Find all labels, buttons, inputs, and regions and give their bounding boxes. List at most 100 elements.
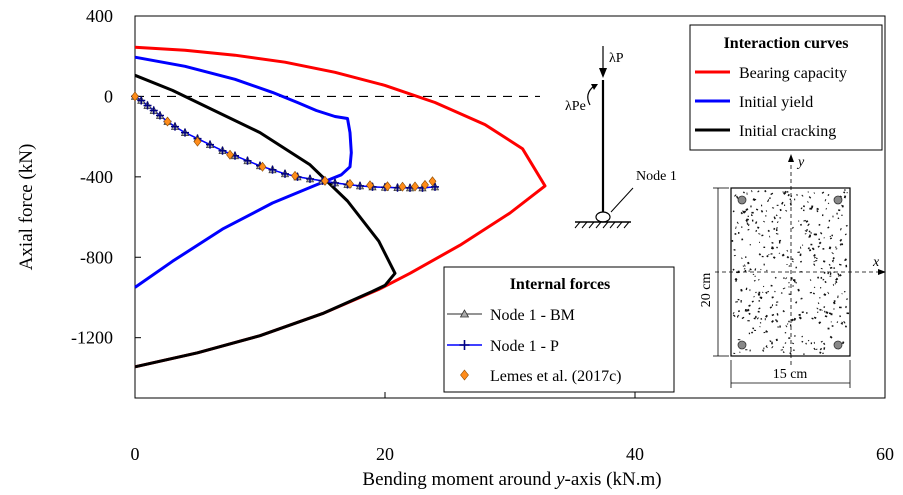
aggregate-speck [840, 322, 844, 325]
aggregate-speck [823, 342, 826, 346]
aggregate-speck [739, 351, 741, 353]
x-tick-label: 20 [376, 444, 394, 464]
aggregate-speck [742, 191, 745, 194]
aggregate-speck [835, 246, 837, 248]
aggregate-speck [823, 347, 826, 350]
aggregate-speck [775, 214, 778, 217]
legend-internal-forces: Internal forces Node 1 - BM Node 1 - P L… [443, 266, 675, 393]
y-axis-arrow-icon [788, 154, 794, 162]
aggregate-speck [741, 226, 743, 228]
aggregate-speck [770, 284, 773, 287]
triangle-marker-icon [459, 309, 470, 318]
aggregate-speck [838, 263, 842, 266]
aggregate-speck [749, 243, 752, 246]
data-point-lemes [366, 180, 374, 191]
aggregate-speck [751, 190, 753, 193]
aggregate-speck [748, 304, 751, 307]
aggregate-speck [732, 210, 735, 213]
legend-label-p: Node 1 - P [490, 338, 559, 355]
aggregate-speck [844, 258, 847, 261]
aggregate-speck [799, 223, 803, 226]
aggregate-speck [819, 351, 822, 354]
aggregate-speck [794, 335, 796, 337]
data-point-p [181, 128, 189, 137]
aggregate-speck [750, 331, 754, 334]
aggregate-speck [750, 214, 753, 217]
aggregate-speck [767, 229, 770, 233]
aggregate-speck [823, 237, 825, 239]
legend-label-bearing: Bearing capacity [739, 65, 847, 82]
aggregate-speck [813, 260, 815, 263]
data-point-p [243, 156, 252, 165]
aggregate-speck [778, 239, 782, 242]
aggregate-speck [765, 345, 768, 349]
aggregate-speck [832, 283, 835, 286]
aggregate-speck [746, 308, 750, 312]
aggregate-speck [770, 253, 773, 255]
aggregate-speck [735, 280, 737, 282]
y-tick-label: 0 [104, 86, 113, 106]
aggregate-speck [747, 320, 750, 322]
aggregate-speck [846, 312, 850, 315]
aggregate-speck [817, 311, 819, 314]
aggregate-speck [827, 193, 830, 197]
aggregate-speck [829, 335, 833, 339]
aggregate-speck [844, 189, 846, 191]
y-tick-label: -1200 [71, 328, 113, 348]
rebar-icon [737, 195, 747, 205]
aggregate-speck [775, 304, 778, 306]
rebar-icon [833, 340, 843, 350]
aggregate-speck [829, 275, 832, 277]
aggregate-speck [757, 310, 760, 313]
aggregate-speck [786, 249, 789, 252]
aggregate-speck [835, 280, 838, 284]
aggregate-speck [786, 255, 790, 259]
aggregate-speck [743, 267, 746, 270]
aggregate-speck [797, 251, 801, 253]
aggregate-speck [759, 326, 761, 328]
data-point-lemes [421, 179, 429, 190]
section-outline [730, 187, 851, 357]
aggregate-speck [774, 276, 777, 279]
aggregate-speck [753, 329, 757, 332]
concrete-aggregate-texture [731, 189, 850, 355]
aggregate-speck [841, 243, 844, 246]
node-support-icon [595, 211, 611, 223]
aggregate-speck [775, 319, 778, 321]
aggregate-speck [771, 319, 774, 323]
aggregate-speck [782, 310, 785, 313]
aggregate-speck [782, 351, 785, 354]
aggregate-speck [766, 269, 768, 272]
aggregate-speck [820, 340, 823, 343]
aggregate-speck [832, 256, 835, 260]
aggregate-speck [808, 230, 811, 233]
aggregate-speck [761, 255, 764, 258]
aggregate-speck [772, 256, 776, 259]
aggregate-speck [758, 300, 761, 302]
aggregate-speck [841, 321, 844, 324]
aggregate-speck [771, 313, 775, 317]
aggregate-speck [807, 191, 809, 193]
aggregate-speck [841, 341, 845, 345]
aggregate-speck [803, 219, 806, 222]
aggregate-speck [746, 218, 749, 221]
legend-label-bm: Node 1 - BM [490, 307, 575, 324]
aggregate-speck [775, 233, 779, 235]
aggregate-speck [845, 224, 848, 227]
aggregate-speck [805, 342, 807, 345]
aggregate-speck [835, 248, 838, 250]
aggregate-speck [828, 263, 831, 266]
aggregate-speck [813, 192, 816, 194]
y-axis-label: Axial force (kN) [16, 144, 37, 271]
aggregate-speck [750, 205, 752, 208]
plot-area [134, 15, 886, 399]
curve-initial-cracking [134, 73, 397, 369]
aggregate-speck [763, 332, 766, 334]
aggregate-speck [746, 221, 748, 223]
aggregate-speck [833, 308, 835, 310]
aggregate-speck [800, 260, 803, 263]
aggregate-speck [741, 238, 744, 241]
aggregate-speck [827, 327, 830, 330]
data-point-lemes [258, 161, 267, 172]
aggregate-speck [787, 193, 790, 197]
